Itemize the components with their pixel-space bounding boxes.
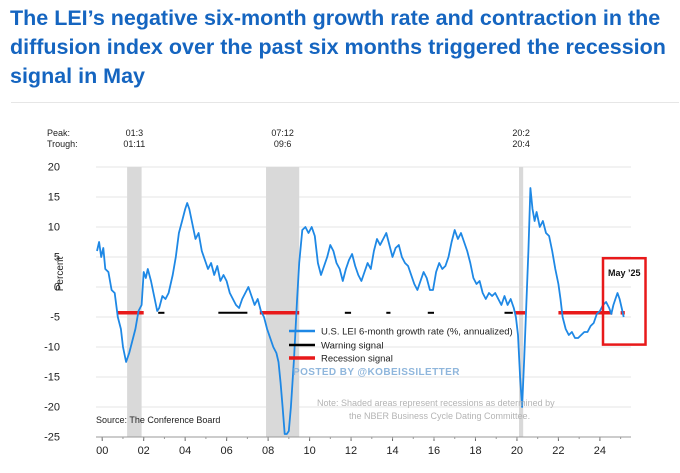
y-tick-label: -5 xyxy=(50,312,60,324)
recession-peak-date: 01:3 xyxy=(126,128,144,138)
recession-peak-date: 20:2 xyxy=(512,128,530,138)
x-tick-label: 02 xyxy=(138,445,150,457)
x-tick-label: 22 xyxy=(552,445,564,457)
recession-trough-date: 09:6 xyxy=(274,139,292,149)
lei-growth-line xyxy=(96,187,625,435)
lei-line-layer xyxy=(96,187,625,435)
y-axis-label: Percent xyxy=(55,257,66,292)
may-25-label: May ’25 xyxy=(608,268,641,278)
y-tick-label: 15 xyxy=(48,192,60,204)
legend-label-warning: Warning signal xyxy=(321,341,383,352)
axes xyxy=(96,436,631,441)
trough-label: Trough: xyxy=(47,139,78,149)
watermark: POSTED BY @KOBEISSILETTER xyxy=(293,367,460,378)
x-tick-labels: 00 02 04 06 08 10 12 14 16 18 20 22 24 xyxy=(96,445,606,457)
y-tick-label: 10 xyxy=(48,222,60,234)
source-note: Source: The Conference Board xyxy=(96,415,220,425)
y-tick-labels: 20 15 10 5 0 -5 -10 -15 -20 -25 xyxy=(44,162,60,444)
y-tick-label: 0 xyxy=(54,282,60,294)
x-tick-label: 06 xyxy=(221,445,233,457)
x-tick-label: 20 xyxy=(511,445,523,457)
recession-band xyxy=(519,167,524,437)
x-tick-label: 00 xyxy=(96,445,108,457)
x-tick-label: 24 xyxy=(594,445,606,457)
headline: The LEI’s negative six-month growth rate… xyxy=(10,6,666,88)
x-tick-label: 12 xyxy=(345,445,357,457)
recession-band xyxy=(266,167,300,437)
x-tick-label: 10 xyxy=(303,445,315,457)
x-tick-label: 14 xyxy=(386,445,398,457)
x-tick-label: 18 xyxy=(469,445,481,457)
note-line-1: Note: Shaded areas represent recessions … xyxy=(317,398,555,408)
x-tick-label: 04 xyxy=(179,445,191,457)
y-tick-label: -20 xyxy=(44,402,60,414)
recession-trough-date: 20:4 xyxy=(512,139,530,149)
x-tick-label: 08 xyxy=(262,445,274,457)
y-tick-label: -10 xyxy=(44,342,60,354)
recession-shading xyxy=(127,167,524,437)
grid-layer xyxy=(96,166,631,438)
recession-trough-date: 01:11 xyxy=(123,139,145,149)
y-tick-label: 5 xyxy=(54,252,60,264)
y-tick-label: -15 xyxy=(44,372,60,384)
legend-label-recession: Recession signal xyxy=(321,354,393,365)
may-25-highlight-box xyxy=(601,256,647,346)
chart-panel: Peak: Trough: 01:3 01:11 07:12 09:6 20:2 20:4… xyxy=(11,102,679,473)
note-line-2: the NBER Business Cycle Dating Committee… xyxy=(349,411,530,421)
y-tick-label: 20 xyxy=(48,162,60,174)
legend: U.S. LEI 6-month growth rate (%, annuali… xyxy=(289,327,513,365)
y-tick-label: -25 xyxy=(44,432,60,444)
recession-peak-date: 07:12 xyxy=(271,128,294,138)
peak-label: Peak: xyxy=(47,128,70,138)
recession-band xyxy=(127,167,142,437)
x-tick-label: 16 xyxy=(428,445,440,457)
legend-label-lei: U.S. LEI 6-month growth rate (%, annuali… xyxy=(321,327,513,338)
